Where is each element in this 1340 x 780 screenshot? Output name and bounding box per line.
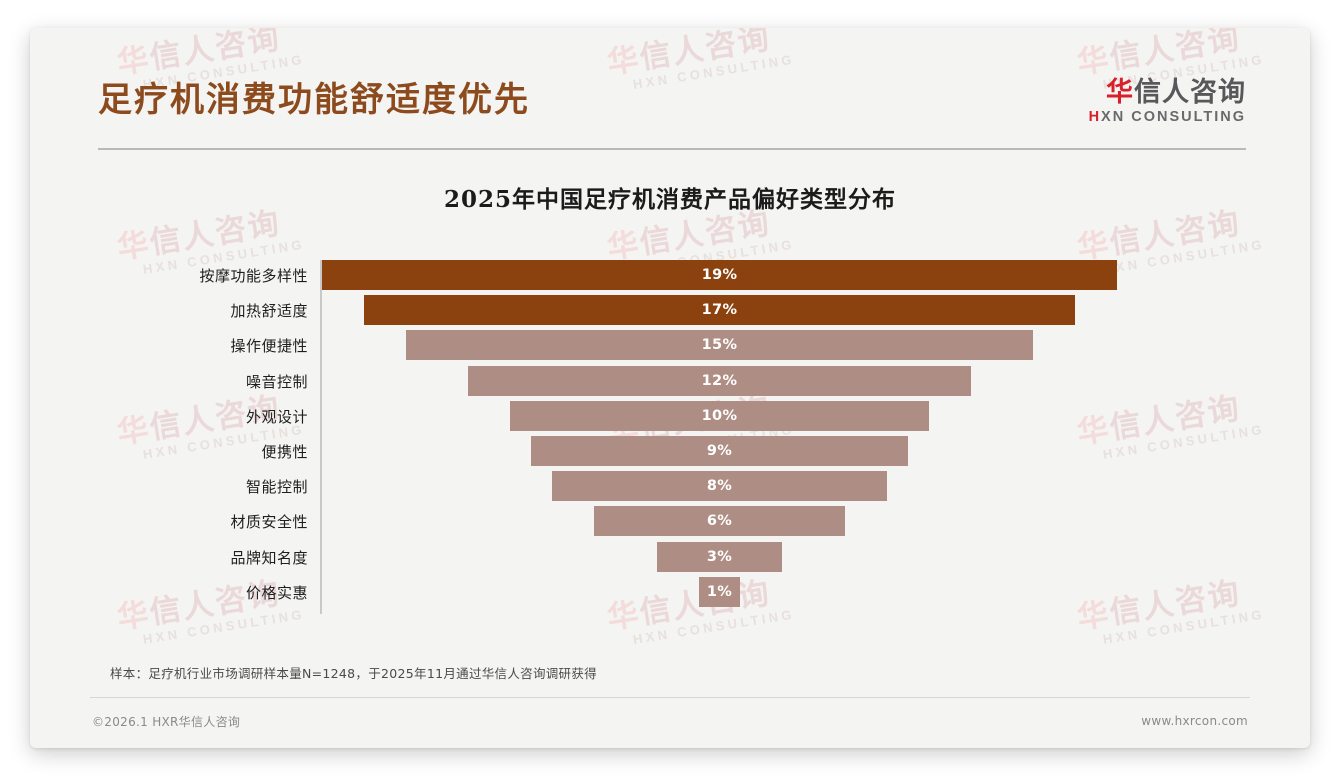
bar-track: 8% [322,469,1282,504]
funnel-bar[interactable]: 19% [322,260,1117,290]
category-label: 操作便捷性 [230,337,308,356]
bar-track: 9% [322,434,1282,469]
bar-track: 10% [322,399,1282,434]
chart-row: 材质安全性 6% [30,504,1310,539]
footer-divider [90,697,1250,698]
category-label: 材质安全性 [230,513,308,532]
slide-header: 足疗机消费功能舒适度优先 华信人咨询 HXN CONSULTING [98,58,1246,144]
header-divider [98,148,1246,150]
slide-card: 华信人咨询 HXN CONSULTING 华信人咨询 HXN CONSULTING 华信… [30,28,1310,748]
bar-track: 12% [322,364,1282,399]
funnel-bar[interactable]: 9% [531,435,908,466]
chart-row: 智能控制 8% [30,469,1310,504]
company-logo: 华信人咨询 HXN CONSULTING [1089,78,1246,125]
category-label: 加热舒适度 [230,302,308,321]
category-label: 外观设计 [245,407,308,426]
chart-row: 外观设计 10% [30,399,1310,434]
funnel-bar[interactable]: 10% [510,400,929,431]
bar-value-label: 12% [701,372,738,389]
chart-row: 操作便捷性 15% [30,328,1310,363]
funnel-bar[interactable]: 6% [593,506,846,537]
category-label: 按摩功能多样性 [199,267,308,286]
funnel-bar[interactable]: 1% [698,576,741,607]
page-title: 足疗机消费功能舒适度优先 [98,80,530,120]
chart-title: 2025年中国足疗机消费产品偏好类型分布 [443,186,896,213]
chart-row: 按摩功能多样性 19% [30,258,1310,293]
bar-value-label: 1% [706,583,733,600]
funnel-bar[interactable]: 8% [552,471,887,502]
website-text: www.hxrcon.com [1141,714,1248,728]
bar-value-label: 17% [701,302,738,319]
funnel-bar[interactable]: 17% [363,295,1076,326]
bar-value-label: 3% [706,548,733,565]
chart-area: 2025年中国足疗机消费产品偏好类型分布 按摩功能多样性 19% 加热舒适度 17% 操… [30,162,1310,672]
bar-track: 15% [322,328,1282,363]
bar-value-label: 6% [706,513,733,530]
funnel-chart: 按摩功能多样性 19% 加热舒适度 17% 操作便捷性 15% 噪音控制 12% 外观设计 10%… [30,258,1310,614]
logo-en-highlight: H [1088,109,1102,126]
bar-track: 6% [322,504,1282,539]
copyright-text: ©2026.1 HXR华信人咨询 [92,714,241,729]
funnel-bar[interactable]: 12% [468,365,971,396]
bar-value-label: 8% [706,478,733,495]
bar-track: 17% [322,293,1282,328]
category-label: 智能控制 [245,478,308,497]
funnel-bar[interactable]: 3% [656,541,783,572]
chart-row: 品牌知名度 3% [30,540,1310,575]
category-label: 便携性 [261,443,308,462]
bar-track: 3% [322,540,1282,575]
chart-row: 噪音控制 12% [30,364,1310,399]
category-label: 品牌知名度 [230,548,308,567]
chart-row: 便携性 9% [30,434,1310,469]
bar-track: 1% [322,575,1282,610]
logo-english-text: HXN CONSULTING [1089,110,1246,125]
chart-row: 价格实惠 1% [30,575,1310,610]
slide-footer: ©2026.1 HXR华信人咨询 www.hxrcon.com [92,708,1248,734]
bar-value-label: 9% [706,442,733,459]
funnel-bar[interactable]: 15% [405,330,1034,361]
bar-track: 19% [322,258,1282,293]
source-footnote: 样本：足疗机行业市场调研样本量N=1248，于2025年11月通过华信人咨询调研… [110,666,597,681]
logo-en-rest: XN CONSULTING [1101,109,1246,126]
category-axis-line [320,260,322,614]
category-label: 价格实惠 [245,583,308,602]
bar-rows: 按摩功能多样性 19% 加热舒适度 17% 操作便捷性 15% 噪音控制 12% 外观设计 10%… [30,258,1310,610]
category-label: 噪音控制 [245,372,308,391]
bar-value-label: 10% [701,407,738,424]
bar-value-label: 15% [701,337,738,354]
chart-row: 加热舒适度 17% [30,293,1310,328]
bar-value-label: 19% [701,267,738,283]
logo-cn-highlight: 华 [1106,77,1134,108]
logo-chinese-text: 华信人咨询 [1089,78,1246,107]
logo-cn-rest: 信人咨询 [1134,77,1246,108]
